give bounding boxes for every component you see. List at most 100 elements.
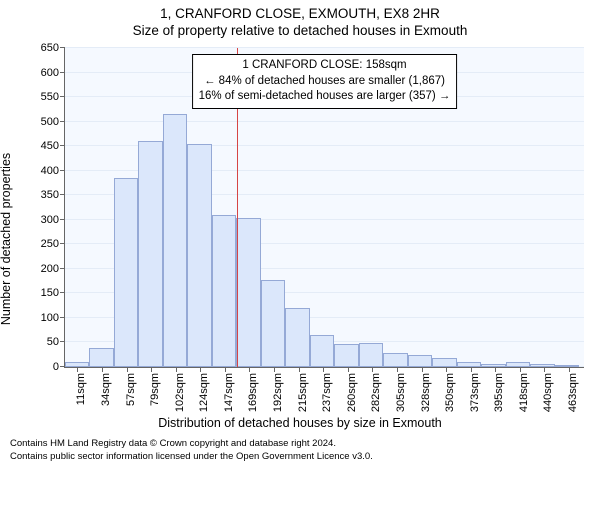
y-tick-mark bbox=[60, 72, 65, 73]
x-tick-mark bbox=[372, 367, 373, 372]
x-tick-label: 79sqm bbox=[149, 373, 161, 406]
x-tick-label: 395sqm bbox=[493, 373, 505, 412]
x-tick-mark bbox=[249, 367, 250, 372]
y-tick-label: 300 bbox=[41, 214, 65, 226]
histogram-bar bbox=[555, 365, 579, 367]
y-tick-label: 50 bbox=[47, 336, 65, 348]
y-tick-mark bbox=[60, 341, 65, 342]
x-tick-mark bbox=[446, 367, 447, 372]
y-tick-mark bbox=[60, 366, 65, 367]
page-title: 1, CRANFORD CLOSE, EXMOUTH, EX8 2HR bbox=[0, 6, 600, 21]
x-tick-mark bbox=[544, 367, 545, 372]
x-tick-mark bbox=[323, 367, 324, 372]
x-tick-label: 305sqm bbox=[395, 373, 407, 412]
y-tick-mark bbox=[60, 96, 65, 97]
x-tick-label: 124sqm bbox=[198, 373, 210, 412]
x-tick-mark bbox=[274, 367, 275, 372]
x-tick-mark bbox=[348, 367, 349, 372]
y-tick-label: 400 bbox=[41, 165, 65, 177]
x-tick-mark bbox=[299, 367, 300, 372]
histogram-bar bbox=[285, 308, 309, 367]
page-subtitle: Size of property relative to detached ho… bbox=[0, 23, 600, 38]
histogram-bar bbox=[506, 362, 530, 367]
x-tick-label: 169sqm bbox=[247, 373, 259, 412]
plot-area: 1 CRANFORD CLOSE: 158sqm ← 84% of detach… bbox=[64, 48, 584, 368]
x-tick-label: 282sqm bbox=[370, 373, 382, 412]
histogram-bar bbox=[359, 343, 383, 367]
x-tick-mark bbox=[397, 367, 398, 372]
histogram-bar bbox=[187, 144, 211, 367]
y-tick-label: 200 bbox=[41, 263, 65, 275]
x-tick-label: 11sqm bbox=[75, 373, 87, 405]
x-tick-label: 418sqm bbox=[518, 373, 530, 412]
footer-line-1: Contains HM Land Registry data © Crown c… bbox=[10, 438, 590, 451]
histogram-bar bbox=[212, 215, 236, 367]
histogram-bar bbox=[261, 280, 285, 367]
y-tick-mark bbox=[60, 292, 65, 293]
histogram-bar bbox=[114, 178, 138, 367]
x-tick-label: 237sqm bbox=[321, 373, 333, 412]
x-tick-mark bbox=[151, 367, 152, 372]
footer-line-2: Contains public sector information licen… bbox=[10, 451, 590, 464]
x-tick-label: 440sqm bbox=[542, 373, 554, 412]
y-tick-mark bbox=[60, 47, 65, 48]
histogram-bar bbox=[383, 353, 407, 367]
chart-container: Number of detached properties 1 CRANFORD… bbox=[0, 44, 600, 434]
y-tick-label: 650 bbox=[41, 42, 65, 54]
x-tick-label: 215sqm bbox=[297, 373, 309, 412]
histogram-bar bbox=[89, 348, 113, 367]
x-tick-mark bbox=[422, 367, 423, 372]
histogram-bar bbox=[334, 344, 358, 367]
histogram-bar bbox=[236, 218, 260, 367]
histogram-bar bbox=[457, 362, 481, 367]
y-tick-mark bbox=[60, 317, 65, 318]
x-tick-label: 147sqm bbox=[223, 373, 235, 412]
x-tick-mark bbox=[102, 367, 103, 372]
x-tick-mark bbox=[569, 367, 570, 372]
y-tick-mark bbox=[60, 121, 65, 122]
x-tick-mark bbox=[176, 367, 177, 372]
y-tick-mark bbox=[60, 194, 65, 195]
histogram-bar bbox=[408, 355, 432, 367]
y-tick-label: 600 bbox=[41, 67, 65, 79]
y-tick-mark bbox=[60, 219, 65, 220]
x-tick-label: 102sqm bbox=[174, 373, 186, 412]
x-tick-mark bbox=[225, 367, 226, 372]
histogram-bar bbox=[163, 114, 187, 367]
y-tick-label: 100 bbox=[41, 312, 65, 324]
x-tick-mark bbox=[127, 367, 128, 372]
x-tick-label: 57sqm bbox=[125, 373, 137, 406]
x-tick-mark bbox=[471, 367, 472, 372]
y-tick-mark bbox=[60, 268, 65, 269]
histogram-bar bbox=[138, 141, 162, 367]
y-tick-label: 450 bbox=[41, 140, 65, 152]
footer: Contains HM Land Registry data © Crown c… bbox=[0, 434, 600, 470]
y-tick-label: 550 bbox=[41, 91, 65, 103]
histogram-bar bbox=[530, 364, 554, 367]
x-tick-mark bbox=[77, 367, 78, 372]
y-tick-mark bbox=[60, 145, 65, 146]
x-tick-mark bbox=[520, 367, 521, 372]
x-tick-label: 328sqm bbox=[420, 373, 432, 412]
y-tick-mark bbox=[60, 243, 65, 244]
y-tick-label: 150 bbox=[41, 287, 65, 299]
histogram-bar bbox=[481, 364, 505, 367]
histogram-bar bbox=[310, 335, 334, 367]
histogram-bar bbox=[432, 358, 456, 367]
x-tick-label: 463sqm bbox=[567, 373, 579, 412]
y-tick-label: 500 bbox=[41, 116, 65, 128]
x-tick-label: 350sqm bbox=[444, 373, 456, 412]
annotation-line-3: 16% of semi-detached houses are larger (… bbox=[199, 89, 451, 105]
y-tick-label: 250 bbox=[41, 238, 65, 250]
x-tick-mark bbox=[495, 367, 496, 372]
x-axis-caption: Distribution of detached houses by size … bbox=[0, 416, 600, 430]
x-tick-label: 34sqm bbox=[100, 373, 112, 406]
x-tick-mark bbox=[200, 367, 201, 372]
x-tick-label: 373sqm bbox=[469, 373, 481, 412]
y-axis-label: Number of detached properties bbox=[0, 153, 13, 325]
x-tick-label: 260sqm bbox=[346, 373, 358, 412]
annotation-box: 1 CRANFORD CLOSE: 158sqm ← 84% of detach… bbox=[192, 54, 458, 109]
y-tick-label: 350 bbox=[41, 189, 65, 201]
annotation-line-2: ← 84% of detached houses are smaller (1,… bbox=[199, 74, 451, 90]
x-tick-label: 192sqm bbox=[272, 373, 284, 412]
